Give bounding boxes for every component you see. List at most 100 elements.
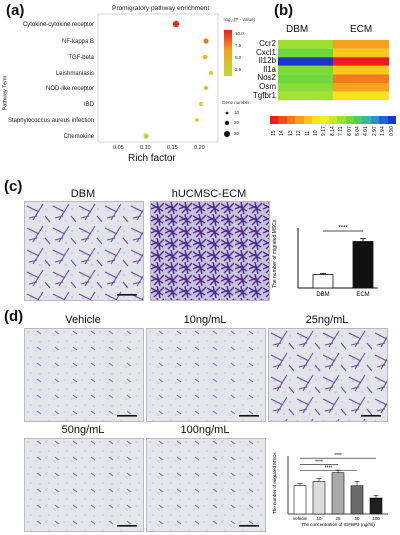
scale-label: 14 <box>279 130 286 136</box>
panel-a-svg: Cytokine-cytokine receptor NF-kappa B TG… <box>8 13 232 143</box>
heatmap-color-scale <box>270 116 397 124</box>
scale-label-cell: 6.07 <box>346 126 354 156</box>
scale-label-cell: 8.14 <box>329 126 337 156</box>
scale-swatch <box>362 116 371 124</box>
size-tick: 20 <box>234 120 240 125</box>
bar <box>293 485 307 515</box>
heatmap-cell <box>333 91 389 101</box>
scale-label-cell: 10 <box>312 126 320 156</box>
micrograph-label: DBM <box>70 188 96 200</box>
heatmap-row-labels: Ccr2 Cxcl1 Il12b Il1a Nos2 Osm Tgfbr1 <box>232 39 276 100</box>
scale-label: 4.01 <box>363 126 370 136</box>
scale-swatch <box>354 116 363 124</box>
micrograph-label: 10ng/mL <box>183 314 227 326</box>
pathway-label: Leishmaniasis <box>56 71 94 77</box>
scale-label: 7.11 <box>338 126 345 136</box>
pathway-dot <box>203 85 209 91</box>
heatmap-cell <box>333 57 389 66</box>
scale-bar <box>117 294 137 296</box>
color-tick: 10.0 <box>235 31 244 36</box>
category-label: 25 <box>335 516 341 521</box>
panel-label-d: (d) <box>4 308 24 325</box>
scale-label-cell: 1.94 <box>379 126 387 156</box>
heatmap-row-label: Tgfbr1 <box>252 90 276 100</box>
y-axis-label: The number of migrated MSCs <box>272 452 277 514</box>
pathway-label: NOD-like receptor <box>46 86 94 92</box>
scale-label: 13 <box>287 130 294 136</box>
micrograph-vehicle <box>24 328 144 422</box>
x-tick: 0.15 <box>167 145 178 151</box>
pathway-dot <box>199 102 203 106</box>
micrograph-100ng <box>146 438 266 532</box>
panel-b-heatmap: DBM ECM Ccr2 Cxcl1 Il12b Il1a Nos2 Osm T… <box>253 18 398 158</box>
size-legend-dot <box>224 120 230 126</box>
pathway-dot <box>209 71 213 75</box>
panel-c-bar-chart: The number of migrated MSCs DBM ECM **** <box>272 219 378 298</box>
scale-swatch <box>270 116 279 124</box>
y-axis-label: The number of migrated MSCs <box>272 219 278 288</box>
bar <box>312 274 334 289</box>
scale-swatch <box>286 116 296 124</box>
heatmap-cell <box>278 91 333 101</box>
heatmap-row-label: Il12b <box>258 56 276 66</box>
scale-bar <box>117 525 137 527</box>
heatmap-cell <box>278 48 333 58</box>
size-tick: 10 <box>234 110 240 115</box>
category-label: 50 <box>354 516 360 521</box>
scale-swatch <box>328 116 338 124</box>
scale-label-cell: 15 <box>270 126 278 156</box>
x-axis-label: The concentration of IGFBP3 (ng/ml) <box>301 522 375 527</box>
panel-label-c: (c) <box>4 178 23 195</box>
scale-label: 15 <box>271 130 277 136</box>
heatmap-scale-labels: 15 14 13 12 11 10 9.17 8.14 7.11 6.07 5.04 4.01 2.97… <box>270 126 396 156</box>
scale-label: 11 <box>304 130 311 136</box>
heatmap-cell <box>333 65 389 75</box>
scale-label: 5.04 <box>355 126 362 136</box>
scale-label: 1.94 <box>380 126 387 136</box>
significance-stars: **** <box>325 466 333 472</box>
heatmap-row-label: Ccr2 <box>259 39 276 48</box>
heatmap-cells <box>278 40 389 101</box>
pathway-label: Staphylococcus aureus infection <box>8 118 94 124</box>
scale-label-cell: 4.01 <box>362 126 370 156</box>
heatmap-row-label: Nos2 <box>257 73 276 83</box>
heatmap-row-label: Cxcl1 <box>255 47 276 57</box>
scale-bar <box>239 525 259 527</box>
scale-label-cell: 2.97 <box>371 126 379 156</box>
size-legend-dot <box>224 131 230 137</box>
size-tick: 30 <box>234 131 240 136</box>
scale-swatch <box>345 116 355 124</box>
panel-a-xlabel: Rich factor <box>128 153 176 164</box>
scale-label-cell: 0.90 <box>388 126 396 156</box>
scale-label-cell: 12 <box>295 126 303 156</box>
category-label: 100 <box>372 516 380 521</box>
category-label: DBM <box>316 292 329 298</box>
heatmap-row-label: Il1a <box>263 64 276 74</box>
micrograph-label: Vehicle <box>65 314 101 326</box>
scale-swatch <box>370 116 380 124</box>
scale-swatch <box>312 116 321 124</box>
panel-a-title: Promigratory pathway enrichment <box>112 5 210 12</box>
heatmap-cell <box>278 83 333 92</box>
bar <box>369 497 383 515</box>
color-tick: 7.5 <box>235 43 242 48</box>
panel-a-pathway-bubble-chart: Promigratory pathway enrichment Pathway … <box>0 0 262 170</box>
heatmap-col-dbm: DBM <box>286 24 309 35</box>
bar <box>312 481 326 515</box>
micrograph-25ng <box>268 328 388 422</box>
scale-label: 12 <box>296 130 303 136</box>
heatmap-cell <box>333 83 389 92</box>
scale-label: 0.90 <box>388 126 395 136</box>
scale-swatch <box>278 116 287 124</box>
heatmap-cell <box>333 74 389 83</box>
pathway-label: Cytokine-cytokine receptor <box>23 22 94 28</box>
significance-stars: **** <box>334 453 342 459</box>
x-tick: 0.05 <box>113 145 124 151</box>
scale-bar <box>361 415 381 417</box>
heatmap-cell <box>278 65 333 75</box>
heatmap-col-ecm: ECM <box>350 24 373 35</box>
micrograph-label: hUCMSC-ECM <box>171 188 247 200</box>
scale-label-cell: 11 <box>304 126 312 156</box>
panel-d-bar-chart: The number of migrated MSCs vehicle 10 25 50… <box>272 452 388 527</box>
micrograph-label: 25ng/mL <box>305 314 349 326</box>
